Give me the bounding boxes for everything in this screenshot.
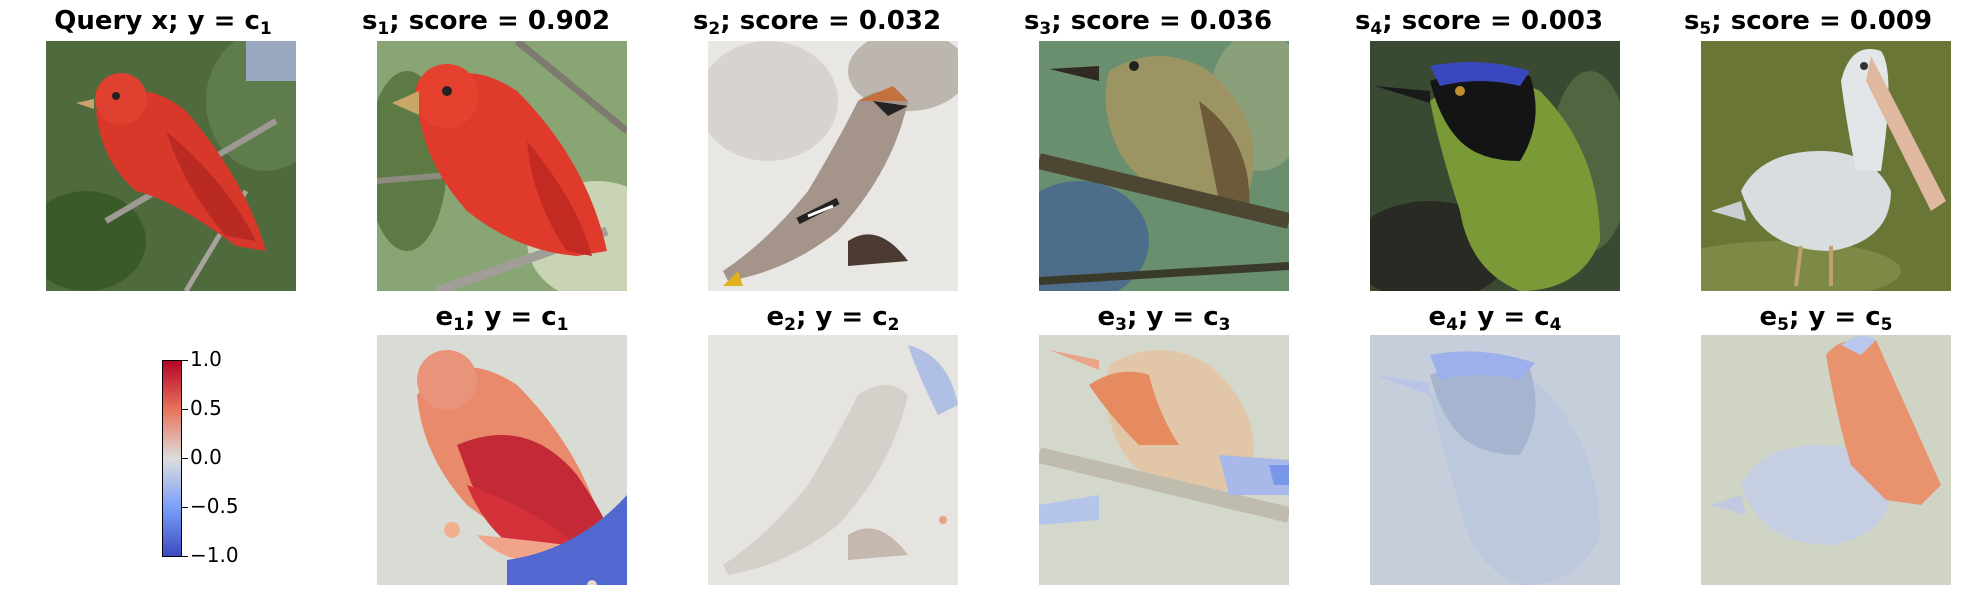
sample-title-4: s4; score = 0.003 bbox=[1354, 6, 1604, 39]
explanation-title-5: e5; y = c5 bbox=[1759, 302, 1893, 335]
explanation-heatmap-3 bbox=[1039, 335, 1289, 585]
query-title: Query x; y = c1 bbox=[54, 6, 272, 39]
sample-image-2 bbox=[708, 41, 958, 291]
sample-title-5: s5; score = 0.009 bbox=[1683, 6, 1933, 39]
colorbar-tick bbox=[182, 507, 188, 508]
colorbar-tick-label: 0.0 bbox=[190, 445, 222, 469]
colorbar-tick bbox=[182, 556, 188, 557]
explanation-heatmap-5 bbox=[1701, 335, 1951, 585]
colorbar-tick-label: −1.0 bbox=[190, 543, 239, 567]
explanation-title-3: e3; y = c3 bbox=[1097, 302, 1231, 335]
colorbar bbox=[162, 360, 182, 557]
sample-image-4 bbox=[1370, 41, 1620, 291]
sample-image-3 bbox=[1039, 41, 1289, 291]
explanation-title-1: e1; y = c1 bbox=[435, 302, 569, 335]
colorbar-tick bbox=[182, 409, 188, 410]
sample-title-1: s1; score = 0.902 bbox=[361, 6, 611, 39]
colorbar-tick bbox=[182, 458, 188, 459]
colorbar-tick bbox=[182, 360, 188, 361]
colorbar-tick-label: 0.5 bbox=[190, 396, 222, 420]
explanation-title-4: e4; y = c4 bbox=[1428, 302, 1562, 335]
query-image bbox=[46, 41, 296, 291]
sample-title-3: s3; score = 0.036 bbox=[1023, 6, 1273, 39]
explanation-heatmap-1 bbox=[377, 335, 627, 585]
explanation-heatmap-4 bbox=[1370, 335, 1620, 585]
sample-image-1 bbox=[377, 41, 627, 291]
sample-image-5 bbox=[1701, 41, 1951, 291]
colorbar-tick-label: 1.0 bbox=[190, 347, 222, 371]
explanation-title-2: e2; y = c2 bbox=[766, 302, 900, 335]
explanation-heatmap-2 bbox=[708, 335, 958, 585]
sample-title-2: s2; score = 0.032 bbox=[692, 6, 942, 39]
colorbar-tick-label: −0.5 bbox=[190, 494, 239, 518]
